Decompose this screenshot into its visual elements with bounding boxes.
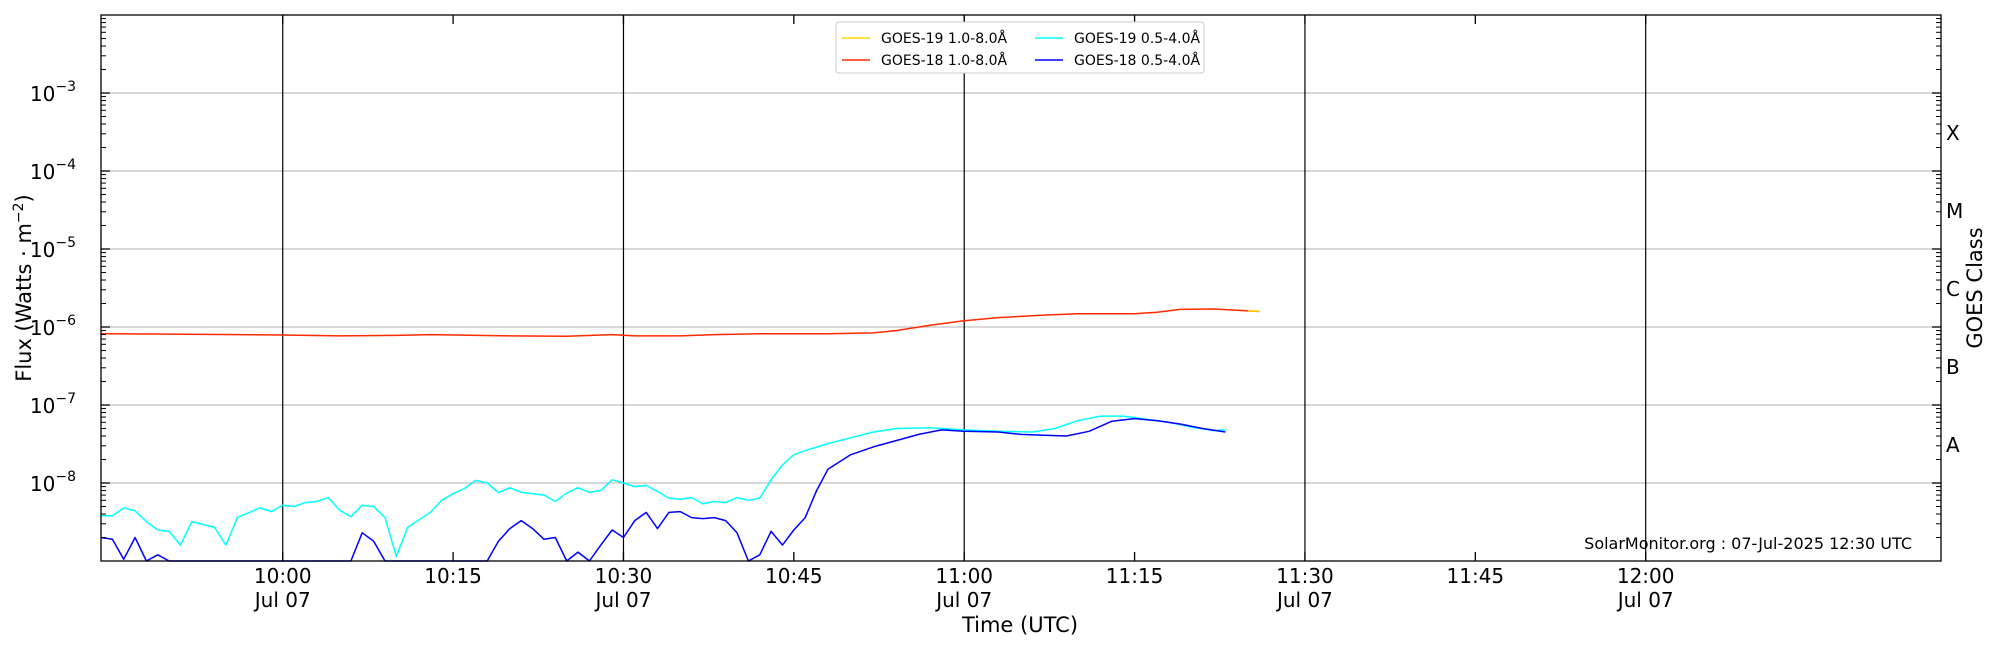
axis-ticks <box>101 15 1941 561</box>
legend-label-goes19-long: GOES-19 1.0-8.0Å <box>881 30 1007 47</box>
y-axis-title-close: ) <box>12 194 36 202</box>
time-markers <box>282 15 1647 561</box>
y-tick-label: 10−6 <box>30 313 76 340</box>
x-tick-label: 11:15 <box>1106 564 1164 588</box>
legend: GOES-19 1.0-8.0Å GOES-18 1.0-8.0Å GOES-1… <box>835 21 1205 74</box>
credit-text: SolarMonitor.org : 07-Jul-2025 12:30 UTC <box>1584 534 1912 553</box>
y-tick-exponent: −5 <box>55 235 76 251</box>
y-axis-title-main: Flux (Watts · m <box>12 223 36 382</box>
x-tick-label: 10:00 <box>254 564 312 588</box>
x-tick-label: 11:00 <box>935 564 993 588</box>
y-tick-base: 10 <box>30 472 55 496</box>
goes-class-label: A <box>1946 433 1960 457</box>
y-tick-exponent: −4 <box>55 157 76 173</box>
y-tick-base: 10 <box>30 238 55 262</box>
series-line <box>100 417 1226 562</box>
goes-class-label: C <box>1946 277 1960 301</box>
plot-frame <box>100 14 1942 562</box>
goes-class-label: B <box>1946 355 1960 379</box>
y-tick-exponent: −6 <box>55 313 76 329</box>
x-tick-label: 10:15 <box>424 564 482 588</box>
x-tick-date-label: Jul 07 <box>1616 588 1674 612</box>
y-tick-base: 10 <box>30 316 55 340</box>
goes-class-axis-title: GOES Class <box>1963 227 1987 348</box>
x-tick-label: 11:45 <box>1447 564 1505 588</box>
y-tick-base: 10 <box>30 160 55 184</box>
x-tick-label: 11:30 <box>1276 564 1334 588</box>
legend-label-goes18-long: GOES-18 1.0-8.0Å <box>881 52 1007 69</box>
y-axis-title-exponent: −2 <box>11 202 27 223</box>
x-tick-label: 12:00 <box>1617 564 1675 588</box>
goes-class-label: X <box>1946 121 1960 145</box>
x-tick-date-label: Jul 07 <box>934 588 992 612</box>
x-tick-date-label: Jul 07 <box>1275 588 1333 612</box>
y-tick-base: 10 <box>30 82 55 106</box>
y-tick-label: 10−3 <box>30 79 76 106</box>
y-tick-exponent: −7 <box>55 391 76 407</box>
y-tick-label: 10−8 <box>30 469 76 496</box>
y-tick-exponent: −8 <box>55 469 76 485</box>
y-tick-exponent: −3 <box>55 79 76 95</box>
gridlines <box>101 92 1941 484</box>
y-tick-label: 10−7 <box>30 391 76 418</box>
legend-label-goes18-short: GOES-18 0.5-4.0Å <box>1074 52 1200 69</box>
goes-class-label: M <box>1946 199 1963 223</box>
data-series <box>100 308 1260 562</box>
y-tick-label: 10−4 <box>30 157 76 184</box>
series-line <box>101 415 1226 558</box>
legend-box <box>835 21 1205 74</box>
x-tick-date-label: Jul 07 <box>253 588 311 612</box>
x-axis-title: Time (UTC) <box>961 613 1078 637</box>
y-axis-title: Flux (Watts · m−2) <box>11 194 36 382</box>
legend-label-goes19-short: GOES-19 0.5-4.0Å <box>1074 30 1200 47</box>
y-tick-base: 10 <box>30 394 55 418</box>
series-line <box>100 308 1260 338</box>
x-tick-date-label: Jul 07 <box>594 588 652 612</box>
x-tick-label: 10:45 <box>765 564 823 588</box>
x-tick-label: 10:30 <box>595 564 653 588</box>
y-tick-label: 10−5 <box>30 235 76 262</box>
